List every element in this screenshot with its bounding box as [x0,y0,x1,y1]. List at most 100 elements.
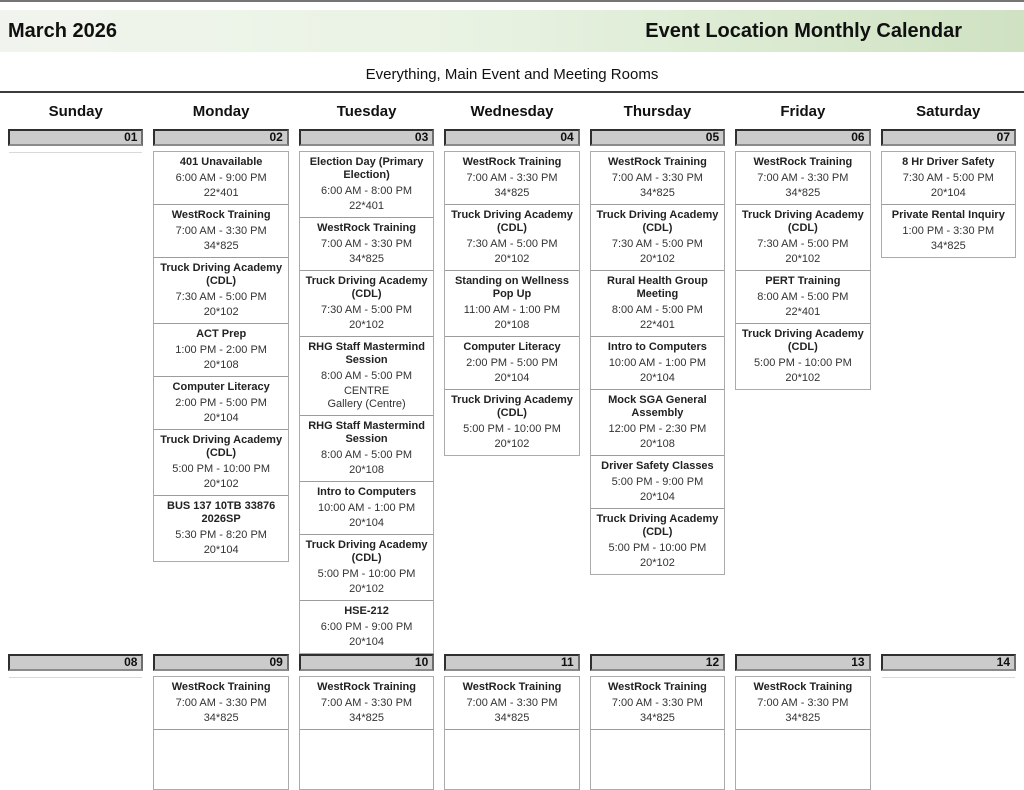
event-item-clipped [590,729,725,789]
event-list: 401 Unavailable 6:00 AM - 9:00 PM 22*401 We… [153,151,289,562]
day-number-bar[interactable]: 11 [444,654,580,671]
day-number-bar[interactable]: 10 [298,654,435,671]
event-title: WestRock Training [608,681,707,693]
event-item[interactable]: WestRock Training 7:00 AM - 3:30 PM 34*825 [736,152,869,204]
event-item[interactable]: Election Day (Primary Election) 6:00 AM -… [300,152,433,217]
event-title: WestRock Training [462,681,562,693]
event-item[interactable]: Truck Driving Academy (CDL) 5:00 PM - 10:… [445,389,579,455]
event-room: 20*102 [785,372,821,384]
day-number-bar[interactable]: 14 [880,654,1016,671]
event-time: 10:00 AM - 1:00 PM [608,357,707,369]
event-item[interactable]: WestRock Training 7:00 AM - 3:30 PM 34*825 [154,677,287,729]
event-time: 1:00 PM - 2:00 PM [175,344,267,356]
event-room: 34*825 [203,240,239,252]
event-item[interactable]: Private Rental Inquiry 1:00 PM - 3:30 PM 3… [881,204,1015,257]
day-number-bar[interactable]: 08 [8,654,144,671]
event-item[interactable]: Computer Literacy 2:00 PM - 5:00 PM 20*104 [445,336,579,389]
day-number-bar[interactable]: 05 [589,129,726,146]
event-room: 34*825 [349,712,384,724]
event-room: 20*102 [639,253,675,265]
event-item[interactable]: Truck Driving Academy (CDL) 7:30 AM - 5:0… [154,257,288,323]
event-item[interactable]: Rural Health Group Meeting 8:00 AM - 5:00… [590,270,725,336]
event-room: 34*825 [639,187,675,199]
event-item-clipped [736,729,870,789]
event-item[interactable]: Truck Driving Academy (CDL) 7:30 AM - 5:0… [445,204,579,270]
event-time: 7:30 AM - 5:00 PM [902,172,994,184]
event-item[interactable]: WestRock Training 7:00 AM - 3:30 PM 34*825 [154,204,288,257]
day-number-bar[interactable]: 09 [153,654,289,671]
event-item[interactable]: WestRock Training 7:00 AM - 3:30 PM 34*825 [591,677,724,729]
event-item[interactable]: Intro to Computers 10:00 AM - 1:00 PM 20*1… [299,481,434,534]
day-number-bar[interactable]: 04 [444,129,580,146]
empty-day-rule [9,152,143,153]
event-room: 20*108 [494,319,530,331]
event-time: 10:00 AM - 1:00 PM [317,502,416,514]
event-room: 20*102 [203,478,239,490]
weekday-header: Wednesday [470,103,554,120]
event-list: WestRock Training 7:00 AM - 3:30 PM 34*825 [444,676,580,790]
event-item[interactable]: Standing on Wellness Pop Up 11:00 AM - 1:… [445,270,579,336]
event-item[interactable]: Intro to Computers 10:00 AM - 1:00 PM 20*1… [590,336,725,389]
event-item[interactable]: WestRock Training 7:00 AM - 3:30 PM 34*825 [445,677,578,729]
event-item[interactable]: WestRock Training 7:00 AM - 3:30 PM 34*825 [300,677,433,729]
day-number-bar[interactable]: 02 [153,129,289,146]
event-item[interactable]: 8 Hr Driver Safety 7:30 AM - 5:00 PM 20*10… [882,152,1015,204]
event-time: 5:00 PM - 9:00 PM [611,476,704,488]
weekday-header: Monday [192,103,250,120]
weekday-header: Friday [780,103,826,120]
event-room: 22*401 [785,306,821,318]
event-title: Mock SGA General Assembly [608,394,707,419]
event-room: 34*825 [203,712,239,724]
event-item[interactable]: Truck Driving Academy (CDL) 7:30 AM - 5:0… [590,204,725,270]
event-room: 34*825 [785,712,821,724]
event-title: BUS 137 10TB 33876 2026SP [167,500,276,525]
event-item[interactable]: Truck Driving Academy (CDL) 7:30 AM - 5:0… [299,270,434,336]
event-item[interactable]: Truck Driving Academy (CDL) 5:00 PM - 10:… [299,534,434,600]
event-title: WestRock Training [317,222,416,234]
event-item[interactable]: RHG Staff Mastermind Session 8:00 AM - 5:… [299,415,434,481]
event-time: 5:00 PM - 10:00 PM [753,357,852,369]
event-item[interactable]: HSE-212 6:00 PM - 9:00 PM 20*104 [299,600,434,653]
event-item[interactable]: Truck Driving Academy (CDL) 5:00 PM - 10:… [154,429,288,495]
event-title: Private Rental Inquiry [891,209,1005,221]
title-band: March 2026 Event Location Monthly Calend… [0,10,1024,52]
event-title: Rural Health Group Meeting [607,275,708,300]
event-item[interactable]: 401 Unavailable 6:00 AM - 9:00 PM 22*401 [154,152,287,204]
day-cell: 12 WestRock Training 7:00 AM - 3:30 PM 34*8… [589,654,726,790]
day-number-bar[interactable]: 07 [880,129,1016,146]
event-room: CENTRE [343,385,390,397]
event-list: WestRock Training 7:00 AM - 3:30 PM 34*825 [298,676,435,790]
event-room: 20*104 [349,636,384,648]
event-item[interactable]: WestRock Training 7:00 AM - 3:30 PM 34*825 [591,152,724,204]
event-item[interactable]: Driver Safety Classes 5:00 PM - 9:00 PM 20… [590,455,725,508]
event-room: 20*102 [494,438,530,450]
event-item[interactable]: Mock SGA General Assembly 12:00 PM - 2:30… [590,389,725,455]
event-time: 7:30 AM - 5:00 PM [757,238,849,250]
day-number-bar[interactable]: 03 [298,129,435,146]
event-time: 7:00 AM - 3:30 PM [466,172,558,184]
event-item[interactable]: Truck Driving Academy (CDL) 7:30 AM - 5:0… [736,204,870,270]
day-cell: 04 WestRock Training 7:00 AM - 3:30 PM 34*8… [444,129,580,456]
day-number-bar[interactable]: 01 [8,129,144,146]
event-item[interactable]: ACT Prep 1:00 PM - 2:00 PM 20*108 [154,323,288,376]
event-item[interactable]: BUS 137 10TB 33876 2026SP 5:30 PM - 8:20 … [154,495,288,561]
day-cell: 09 WestRock Training 7:00 AM - 3:30 PM 34*8… [153,654,289,790]
event-room: 22*401 [349,200,384,212]
event-title: Truck Driving Academy (CDL) [451,394,573,419]
event-item[interactable]: WestRock Training 7:00 AM - 3:30 PM 34*825 [736,677,869,729]
day-number-bar[interactable]: 12 [589,654,726,671]
event-item[interactable]: WestRock Training 7:00 AM - 3:30 PM 34*825 [445,152,578,204]
event-title: Election Day (Primary Election) [309,156,424,181]
calendar-grid: 01 02 401 Unavailable 6:00 AM - 9:00 PM 22*4… [0,129,1024,790]
day-cell: 05 WestRock Training 7:00 AM - 3:30 PM 34*8… [589,129,726,575]
event-item[interactable]: Truck Driving Academy (CDL) 5:00 PM - 10:… [736,323,870,389]
event-title: PERT Training [765,275,841,287]
event-item[interactable]: Truck Driving Academy (CDL) 5:00 PM - 10:… [590,508,725,574]
event-item[interactable]: WestRock Training 7:00 AM - 3:30 PM 34*825 [299,217,434,270]
day-number-bar[interactable]: 13 [735,654,871,671]
event-item[interactable]: Computer Literacy 2:00 PM - 5:00 PM 20*104 [154,376,288,429]
event-item[interactable]: RHG Staff Mastermind Session 8:00 AM - 5:… [299,336,434,415]
day-number-bar[interactable]: 06 [735,129,871,146]
event-item[interactable]: PERT Training 8:00 AM - 5:00 PM 22*401 [736,270,870,323]
event-room: 20*102 [349,583,384,595]
